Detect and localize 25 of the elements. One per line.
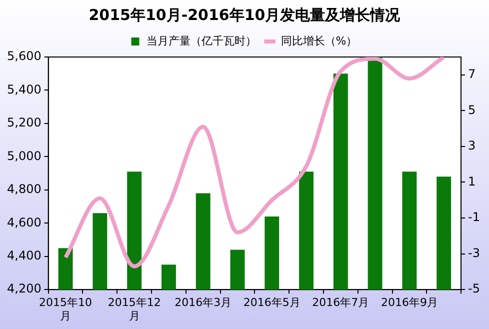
- legend-label: 当月产量（亿千瓦时）: [146, 34, 256, 48]
- y-tick-label: 4,800: [6, 182, 42, 196]
- y2-tick-label: -5: [468, 282, 480, 296]
- legend-label: 同比增长（%）: [280, 34, 358, 48]
- x-tick-label: 2015年12月: [108, 296, 161, 322]
- y2-tick-label: 5: [468, 102, 476, 117]
- x-tick-label: 2015年10月: [39, 296, 92, 322]
- y-tick-label: 5,400: [6, 82, 42, 96]
- x-tick-label: 2016年9月: [380, 296, 438, 310]
- line-series: [64, 57, 446, 268]
- y2-tick-label: 7: [468, 67, 476, 82]
- y2-tick-label: -1: [468, 210, 480, 224]
- x-tick-label: 2016年3月: [174, 296, 232, 310]
- chart-title: 2015年10月-2016年10月发电量及增长情况: [88, 6, 402, 25]
- y-tick-label: 4,400: [6, 248, 42, 262]
- y-tick-label: 4,600: [6, 215, 42, 230]
- x-tick-label: 2016年7月: [312, 296, 370, 310]
- y-tick-label: 5,600: [6, 49, 42, 64]
- y2-tick-label: 1: [468, 174, 476, 188]
- y-tick-label: 4,200: [6, 282, 42, 296]
- x-tick-label: 2016年5月: [243, 296, 300, 310]
- y2-tick-label: -3: [468, 246, 480, 260]
- y2-tick-label: 3: [468, 138, 476, 153]
- y-tick-label: 5,000: [6, 148, 42, 163]
- y-tick-label: 5,200: [6, 116, 42, 130]
